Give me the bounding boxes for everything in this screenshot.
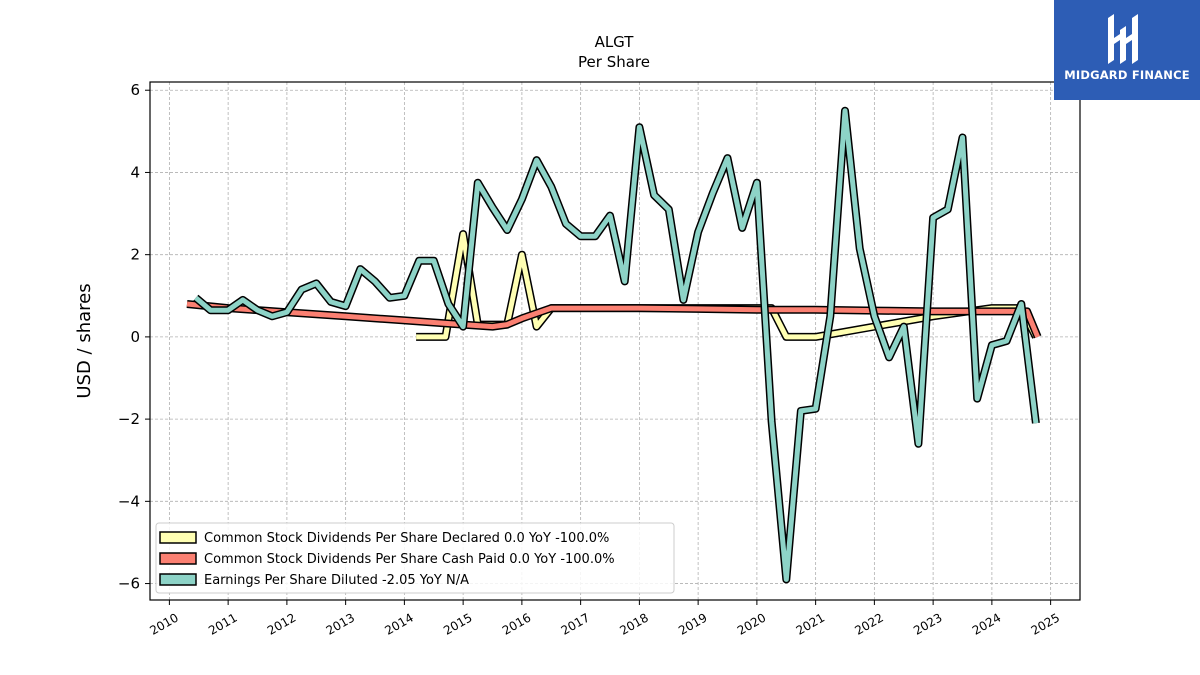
x-tick-label: 2016 [500,610,533,637]
x-tick-label: 2012 [265,610,298,637]
y-tick-label: −4 [118,492,140,510]
y-tick-label: 0 [130,328,140,346]
midgard-logo-icon [1108,14,1138,64]
x-tick-label: 2020 [735,610,768,637]
y-tick-label: 4 [130,163,140,181]
legend-entry: Common Stock Dividends Per Share Declare… [204,531,609,546]
y-tick-label: −2 [118,410,140,428]
x-tick-label: 2022 [852,610,885,637]
legend-entry: Earnings Per Share Diluted -2.05 YoY N/A [204,573,469,588]
x-tick-label: 2011 [206,610,239,637]
x-tick-label: 2018 [617,610,650,637]
y-tick-label: −6 [118,575,140,593]
chart-subtitle: Per Share [578,53,650,71]
x-tick-label: 2021 [794,610,827,637]
legend-swatch [159,552,197,565]
x-tick-label: 2015 [441,610,474,637]
x-tick-label: 2017 [559,610,592,637]
series-lines [186,106,1042,584]
x-tick-label: 2013 [324,610,357,637]
chart-title: ALGT [595,33,635,51]
y-tick-label: 6 [130,81,140,99]
series-3 [193,106,1040,584]
series-line-outline [193,106,1040,584]
legend-swatch [159,573,197,586]
y-axis: −6 −4 −2 0 2 4 6 [118,81,150,593]
x-tick-label: 2024 [970,610,1003,637]
y-axis-label: USD / shares [74,283,95,398]
x-tick-label: 2025 [1029,610,1062,637]
plot-area [150,82,1080,600]
series-line [194,108,1039,582]
x-tick-label: 2010 [147,610,180,637]
brand-logo: MIDGARD FINANCE [1054,0,1200,100]
x-tick-label: 2023 [911,610,944,637]
legend-box [155,522,675,594]
y-tick-label: 2 [130,246,140,264]
legend-entry: Common Stock Dividends Per Share Cash Pa… [204,552,615,567]
plot-border [149,81,1081,601]
x-tick-label: 2019 [676,610,709,637]
grid [150,82,1080,600]
legend-swatch [159,531,197,544]
brand-name: MIDGARD FINANCE [1064,68,1190,82]
x-axis: 2010 2011 2012 2013 2014 2015 2016 2017 2018 2019… [147,600,1062,638]
x-tick-label: 2014 [382,610,415,637]
legend: Common Stock Dividends Per Share Declare… [155,522,675,594]
